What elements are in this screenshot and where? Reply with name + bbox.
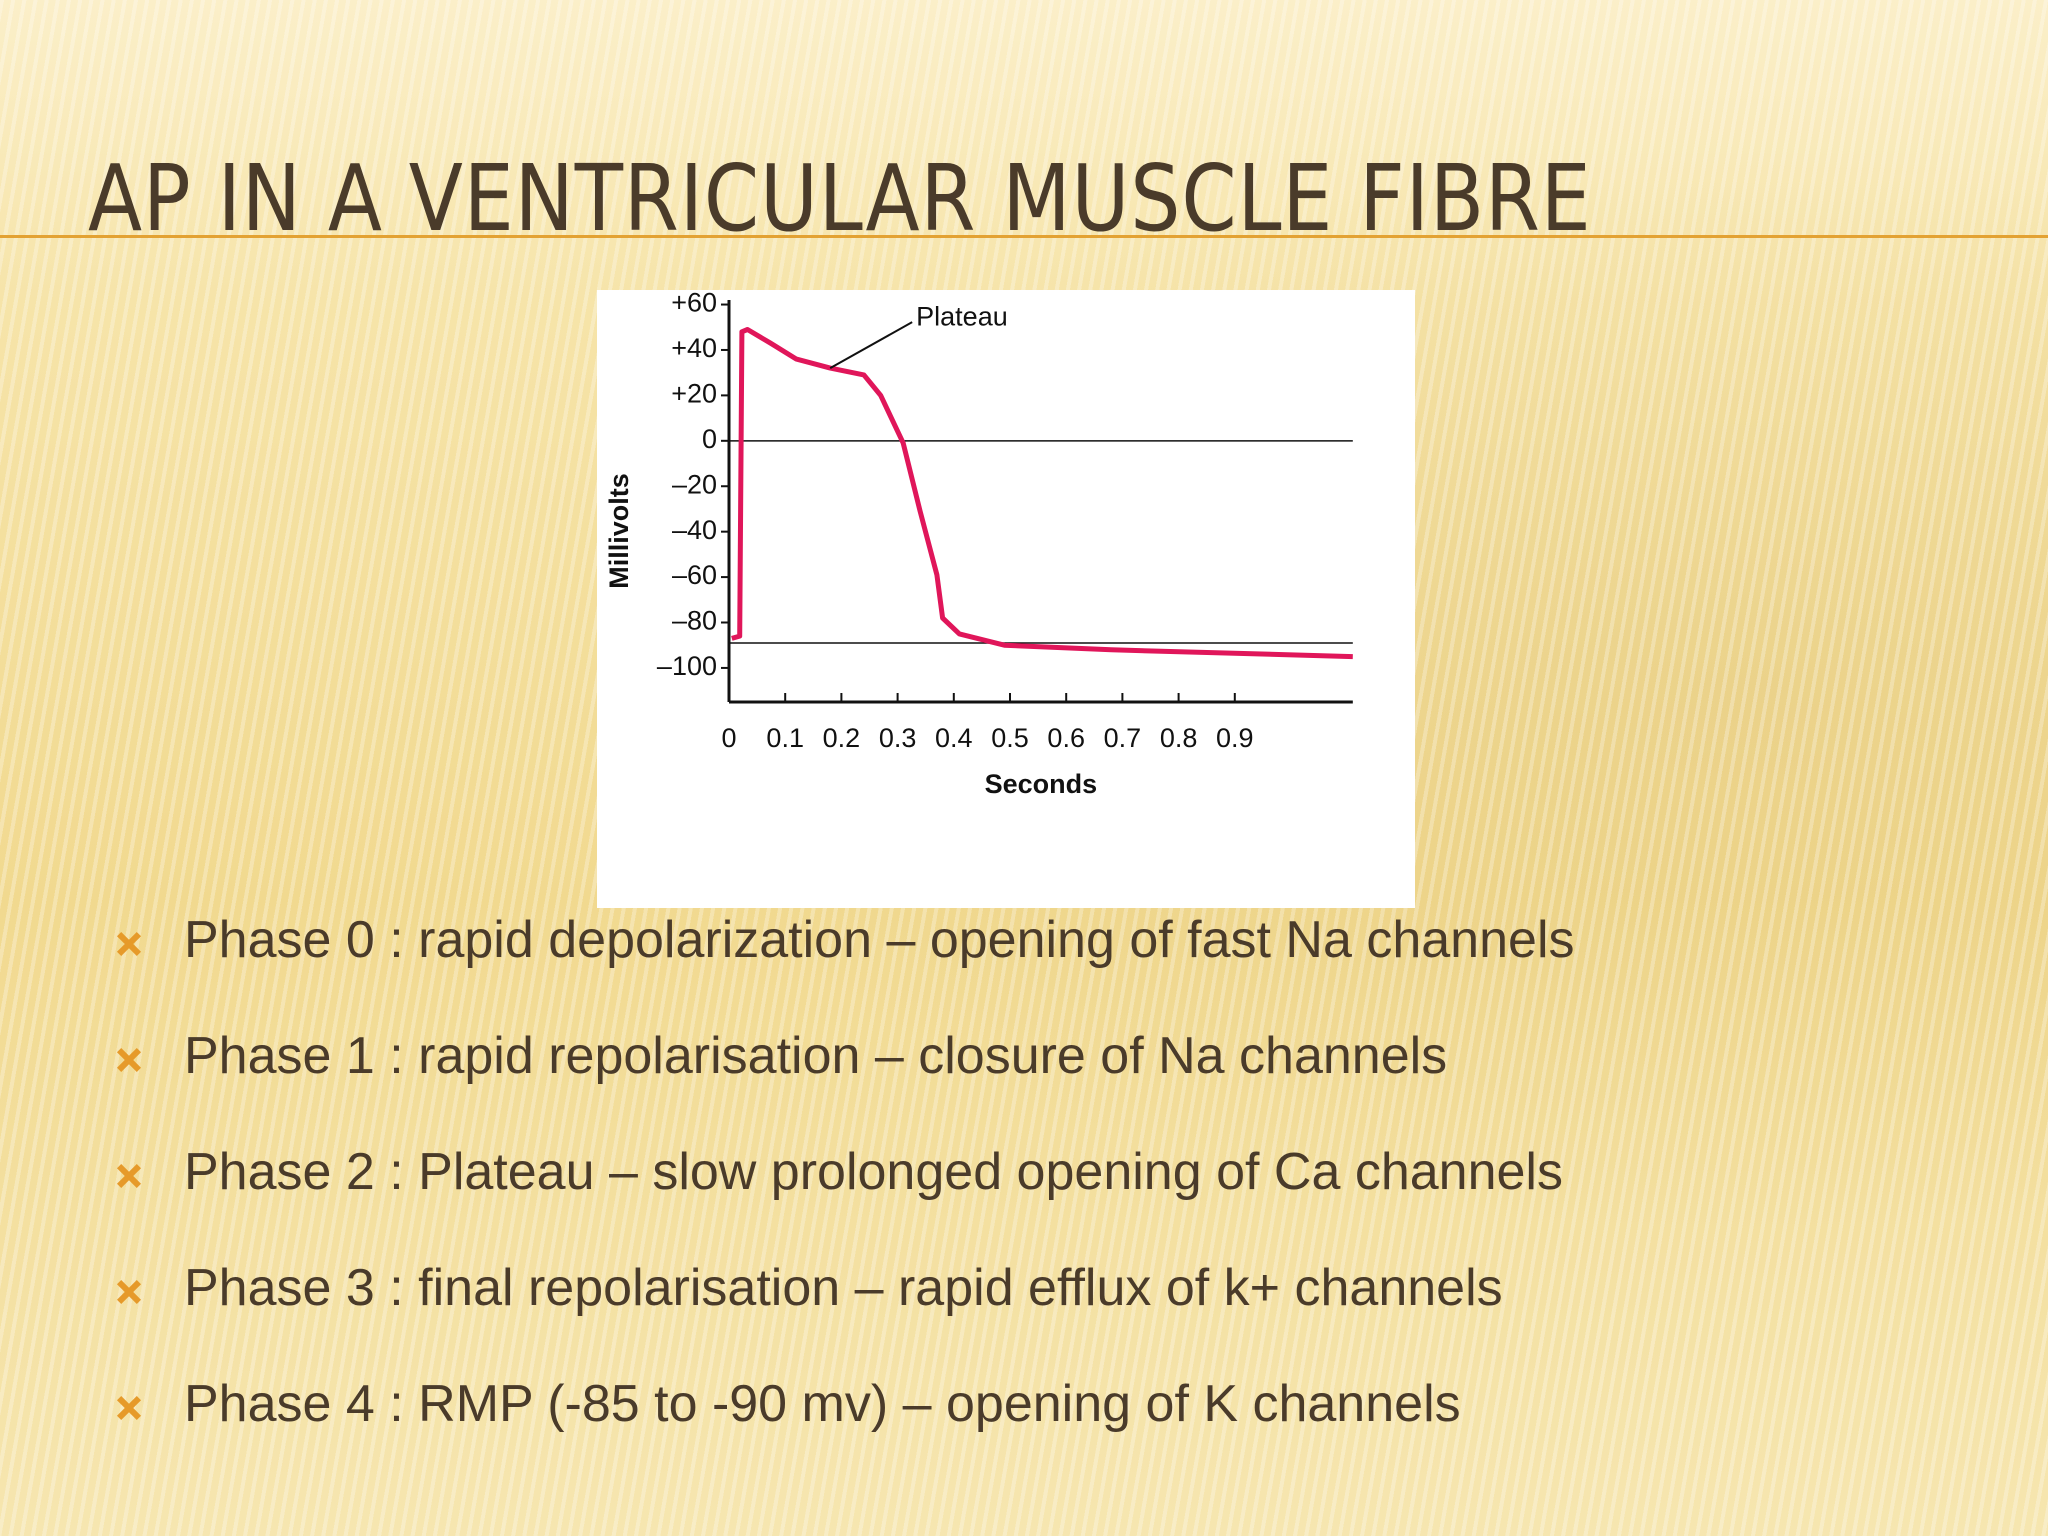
x-axis-label: Seconds [985,769,1098,799]
annotation-label: Plateau [916,301,1008,331]
chart-background [597,290,1415,908]
bullet-icon [116,932,140,956]
slide-title: AP IN A VENTRICULAR MUSCLE FIBRE [88,145,1592,252]
y-tick-label: 0 [702,424,717,454]
bullet-text: Phase 4 : RMP (-85 to -90 mv) – opening … [184,1375,1461,1433]
bullet-text: Phase 0 : rapid depolarization – opening… [184,911,1575,969]
y-tick-label: –40 [672,515,717,545]
bullet-item: Phase 0 : rapid depolarization – opening… [110,905,1575,1021]
x-tick-label: 0 [721,723,736,753]
x-tick-label: 0.4 [935,723,973,753]
bullet-text: Phase 2 : Plateau – slow prolonged openi… [184,1143,1563,1201]
y-tick-label: –100 [657,651,717,681]
y-tick-label: –60 [672,560,717,590]
bullet-item: Phase 1 : rapid repolarisation – closure… [110,1021,1575,1137]
x-tick-label: 0.3 [879,723,917,753]
bullet-icon [116,1164,140,1188]
y-tick-label: +20 [671,379,717,409]
series-line [731,327,1353,660]
x-tick-label: 0.5 [991,723,1029,753]
annotation-pointer [829,321,913,370]
title-rule [0,235,2048,238]
bullet-icon [116,1280,140,1304]
bullet-item: Phase 3 : final repolarisation – rapid e… [110,1253,1575,1369]
bullet-item: Phase 4 : RMP (-85 to -90 mv) – opening … [110,1369,1575,1485]
y-tick-label: +60 [671,290,717,318]
y-axis-label: Millivolts [604,473,634,589]
bullet-item: Phase 2 : Plateau – slow prolonged openi… [110,1137,1575,1253]
bullet-icon [116,1396,140,1420]
x-tick-label: 0.6 [1047,723,1085,753]
bullet-list: Phase 0 : rapid depolarization – opening… [110,905,1575,1485]
x-tick-label: 0.8 [1160,723,1198,753]
x-tick-label: 0.1 [766,723,804,753]
y-tick-label: –80 [672,606,717,636]
bullet-text: Phase 1 : rapid repolarisation – closure… [184,1027,1448,1085]
x-tick-label: 0.7 [1104,723,1142,753]
y-tick-label: –20 [672,469,717,499]
bullet-icon [116,1048,140,1072]
x-tick-label: 0.2 [823,723,861,753]
bullet-text: Phase 3 : final repolarisation – rapid e… [184,1259,1503,1317]
y-tick-label: +40 [671,333,717,363]
chart: +60 +40 +20 0 –20 –40 –60 –80 –100 0 0.1 0.2 0.3 0.4 0… [597,290,1415,908]
x-tick-label: 0.9 [1216,723,1254,753]
